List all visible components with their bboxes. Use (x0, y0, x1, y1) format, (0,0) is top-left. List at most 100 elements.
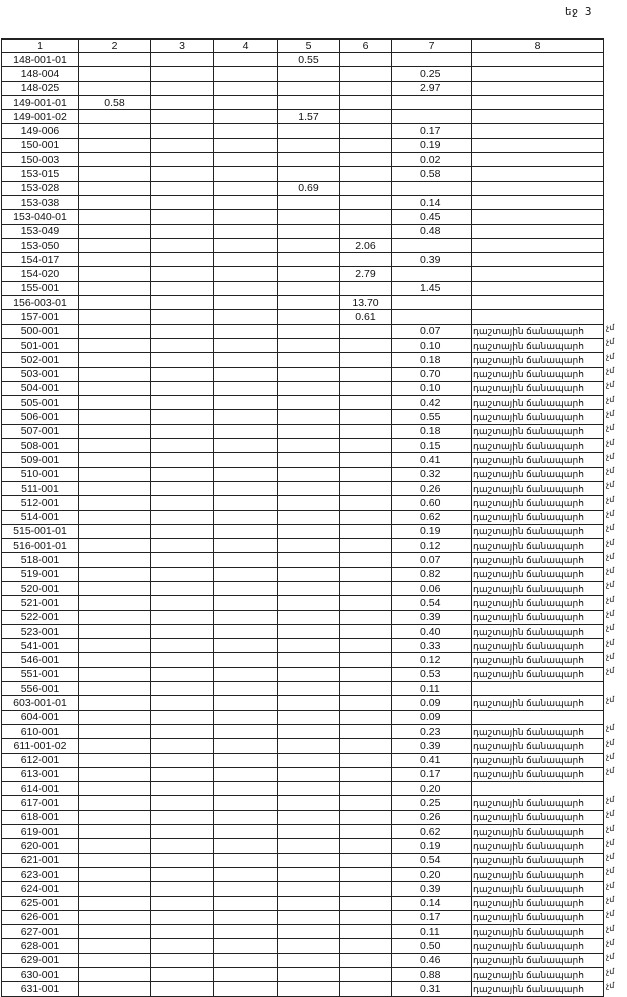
cell-col-1: 620-001 (1, 838, 79, 854)
cell-col-4 (213, 924, 278, 940)
cell-col-7: 0.06 (391, 580, 472, 597)
cell-col-2 (78, 909, 151, 926)
cell-col-7 (391, 94, 472, 111)
cell-col-2 (78, 595, 151, 611)
cell-col-2 (78, 924, 151, 940)
cell-col-1: 509-001 (1, 452, 79, 468)
cell-col-7: 0.54 (391, 852, 472, 868)
cell-col-3 (150, 423, 214, 440)
cell-col-6 (339, 538, 392, 554)
cell-col-7: 0.12 (391, 538, 472, 554)
cell-col-2 (78, 623, 151, 640)
table-row: 153-050 2.06 (1, 237, 604, 254)
cell-col-7: 0.09 (391, 709, 472, 725)
cell-col-7: 0.55 (391, 409, 472, 425)
cell-col-2: 0.58 (78, 94, 151, 111)
cell-col-1: 153-049 (1, 223, 79, 239)
cell-col-6 (339, 409, 392, 425)
table-row: 623-001 0.20 դաշտային ճանապարհ (1, 866, 604, 883)
cell-col-8: դաշտային ճանապարհ (471, 438, 604, 454)
cell-col-6 (339, 924, 392, 940)
cell-col-3 (150, 666, 214, 683)
cell-col-1: 614-001 (1, 781, 79, 797)
cell-col-6 (339, 895, 392, 911)
cell-col-5 (277, 652, 340, 668)
cell-col-4 (213, 337, 278, 354)
cell-col-8 (471, 309, 604, 325)
page-number: եջ 3 (565, 5, 592, 18)
cell-col-5 (277, 824, 340, 840)
cell-col-1: 515-001-01 (1, 523, 79, 540)
cell-col-1: 148-001-01 (1, 51, 79, 68)
cell-col-3 (150, 781, 214, 797)
cell-col-3 (150, 866, 214, 883)
cell-col-1: 623-001 (1, 866, 79, 883)
cell-col-5 (277, 237, 340, 254)
cell-col-3 (150, 395, 214, 411)
table-row: 507-001 0.18 դաշտային ճանապարհ (1, 423, 604, 440)
cell-col-1: 546-001 (1, 652, 79, 668)
cell-col-3 (150, 924, 214, 940)
cell-col-1: 150-003 (1, 152, 79, 168)
side-mark: չմ (606, 967, 615, 976)
cell-col-3 (150, 838, 214, 854)
cell-col-1: 510-001 (1, 466, 79, 482)
cell-col-8: դաշտային ճանապարհ (471, 366, 604, 382)
cell-col-3 (150, 966, 214, 983)
cell-col-4 (213, 895, 278, 911)
cell-col-1: 610-001 (1, 723, 79, 740)
cell-col-6 (339, 252, 392, 268)
cell-col-4 (213, 509, 278, 525)
cell-col-6 (339, 180, 392, 196)
cell-col-5 (277, 966, 340, 983)
cell-col-6: 0.61 (339, 309, 392, 325)
table-row: 626-001 0.17 դաշտային ճանապարհ (1, 909, 604, 926)
cell-col-6 (339, 223, 392, 239)
side-mark: չմ (606, 480, 615, 489)
cell-col-6 (339, 723, 392, 740)
cell-col-4 (213, 395, 278, 411)
cell-col-8 (471, 781, 604, 797)
cell-col-4 (213, 838, 278, 854)
cell-col-3 (150, 452, 214, 468)
cell-col-4 (213, 109, 278, 125)
table-row: 506-001 0.55 դաշտային ճանապարհ (1, 409, 604, 425)
cell-col-2 (78, 266, 151, 282)
table-row: 508-001 0.15 դաշտային ճանապարհ (1, 438, 604, 454)
cell-col-2 (78, 295, 151, 311)
cell-col-1: 613-001 (1, 766, 79, 783)
cell-col-7: 0.70 (391, 366, 472, 382)
cell-col-5 (277, 409, 340, 425)
cell-col-7: 0.46 (391, 952, 472, 969)
table-row: 149-001-01 0.58 (1, 94, 604, 111)
cell-col-8: դաշտային ճանապարհ (471, 580, 604, 597)
cell-col-6 (339, 137, 392, 154)
cell-col-8: դաշտային ճանապարհ (471, 895, 604, 911)
cell-col-1: 506-001 (1, 409, 79, 425)
cell-col-3 (150, 280, 214, 297)
table-row: 521-001 0.54 դաշտային ճանապարհ (1, 595, 604, 611)
cell-col-8 (471, 51, 604, 68)
cell-col-5 (277, 137, 340, 154)
cell-col-1: 556-001 (1, 681, 79, 697)
cell-col-2 (78, 709, 151, 725)
cell-col-5 (277, 595, 340, 611)
cell-col-8 (471, 80, 604, 96)
cell-col-8 (471, 266, 604, 282)
column-header: 3 (150, 38, 214, 53)
table-row: 625-001 0.14 դաշտային ճանապարհ (1, 895, 604, 911)
cell-col-2 (78, 366, 151, 382)
cell-col-5 (277, 280, 340, 297)
cell-col-7 (391, 237, 472, 254)
cell-col-6 (339, 495, 392, 511)
cell-col-1: 625-001 (1, 895, 79, 911)
cell-col-5: 0.69 (277, 180, 340, 196)
cell-col-6 (339, 795, 392, 811)
cell-col-5 (277, 723, 340, 740)
cell-col-4 (213, 752, 278, 768)
cell-col-5 (277, 580, 340, 597)
table-row: 629-001 0.46 դաշտային ճանապարհ (1, 952, 604, 969)
cell-col-3 (150, 595, 214, 611)
table-row: 610-001 0.23 դաշտային ճանապարհ (1, 723, 604, 740)
cell-col-4 (213, 738, 278, 754)
